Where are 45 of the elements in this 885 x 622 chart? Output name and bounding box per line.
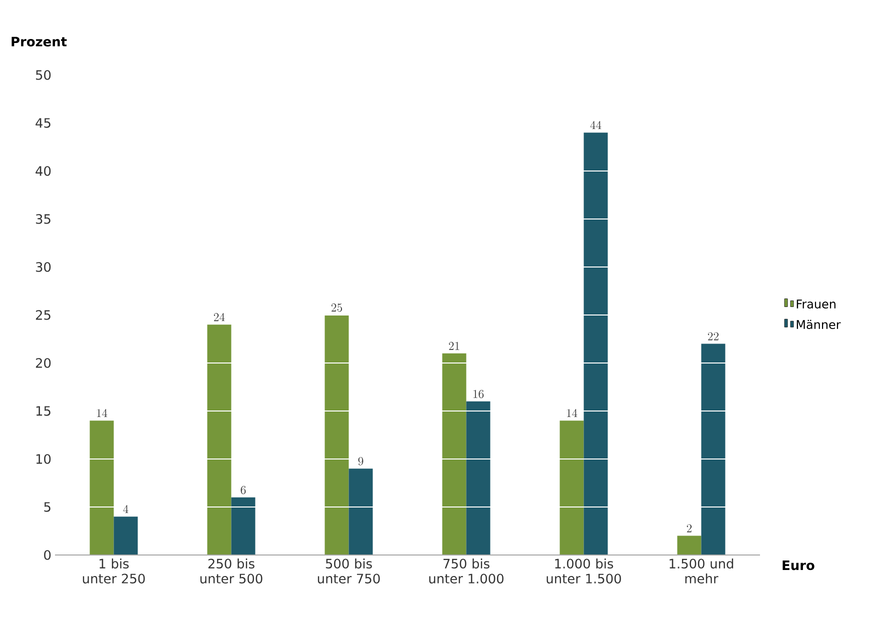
bar: [324, 314, 349, 555]
bar: [114, 516, 138, 555]
y-tick-label: 30: [36, 262, 51, 272]
y-tick-label: 40: [36, 166, 51, 176]
y-tick-label: 45: [36, 118, 50, 128]
data-label: 4: [123, 505, 128, 514]
y-tick-label: 25: [36, 310, 50, 320]
data-label: 24: [214, 313, 225, 322]
data-label: 44: [590, 121, 602, 130]
bar: [90, 420, 114, 555]
y-tick-label: 20: [36, 358, 51, 368]
legend-label: Frauen: [796, 300, 836, 309]
legend-label: Männer: [796, 320, 841, 330]
x-tick-label: 250 bis unter 500: [200, 558, 262, 584]
y-tick-label: 5: [44, 502, 50, 512]
y-tick-label: 50: [36, 70, 51, 80]
x-tick-label: 1.000 bis unter 1.500: [546, 558, 621, 584]
bar: [701, 344, 726, 555]
bar: [584, 132, 608, 555]
bar: [466, 401, 490, 555]
x-axis-title: Euro: [782, 560, 814, 570]
bar: [348, 468, 373, 555]
x-tick-label: 1.500 und mehr: [670, 558, 734, 584]
data-label: 16: [473, 390, 484, 398]
bar: [207, 324, 232, 555]
y-axis-title: Prozent: [12, 36, 67, 46]
data-label: 14: [566, 409, 578, 418]
bar: [677, 536, 702, 555]
data-label: 2: [686, 524, 692, 532]
bar: [442, 353, 466, 555]
data-label: 21: [448, 342, 460, 350]
bar: [231, 497, 256, 555]
x-tick-label: 500 bis unter 750: [318, 558, 380, 584]
y-tick-label: 15: [36, 406, 50, 416]
x-tick-label: 1 bis unter 250: [82, 558, 145, 584]
bar: [560, 420, 584, 555]
data-label: 22: [708, 332, 719, 340]
data-label: 14: [96, 409, 108, 418]
data-label: 9: [358, 457, 364, 466]
x-tick-label: 750 bis unter 1.000: [429, 558, 504, 584]
y-tick-label: 10: [36, 454, 51, 464]
data-label: 25: [331, 304, 342, 312]
y-tick-label: 0: [44, 550, 51, 560]
y-tick-label: 35: [36, 214, 50, 224]
data-label: 6: [240, 486, 246, 494]
